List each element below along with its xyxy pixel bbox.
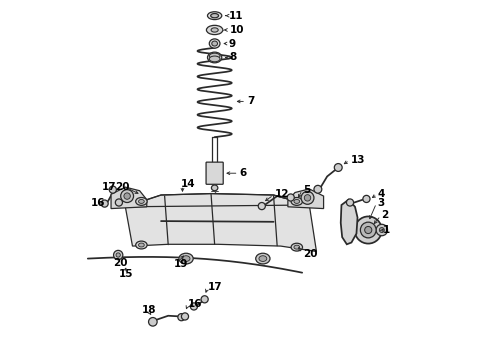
Text: 20: 20 — [115, 182, 130, 192]
Ellipse shape — [212, 41, 218, 46]
Circle shape — [121, 190, 134, 203]
Ellipse shape — [211, 28, 218, 32]
Circle shape — [181, 313, 189, 320]
Ellipse shape — [207, 12, 222, 19]
Circle shape — [114, 250, 123, 260]
Text: 13: 13 — [350, 155, 365, 165]
Text: 17: 17 — [208, 282, 223, 292]
Circle shape — [178, 314, 185, 321]
Text: 12: 12 — [275, 189, 289, 199]
Ellipse shape — [207, 52, 222, 63]
Text: 4: 4 — [378, 189, 385, 199]
Circle shape — [334, 163, 342, 171]
Circle shape — [365, 226, 372, 234]
Text: 16: 16 — [188, 299, 202, 309]
Circle shape — [363, 195, 370, 203]
Ellipse shape — [256, 253, 270, 264]
Circle shape — [304, 195, 311, 201]
Text: 18: 18 — [142, 305, 157, 315]
Ellipse shape — [291, 243, 302, 251]
Text: 11: 11 — [229, 11, 244, 21]
Ellipse shape — [139, 243, 144, 247]
FancyBboxPatch shape — [206, 162, 223, 184]
Circle shape — [109, 186, 117, 193]
Circle shape — [376, 224, 388, 236]
Circle shape — [346, 199, 354, 206]
Text: 5: 5 — [303, 185, 310, 195]
Circle shape — [258, 203, 266, 210]
Circle shape — [360, 222, 376, 238]
Circle shape — [116, 253, 121, 257]
Text: 10: 10 — [230, 25, 244, 35]
Circle shape — [101, 200, 108, 207]
Text: 19: 19 — [173, 259, 188, 269]
Ellipse shape — [291, 198, 302, 205]
Text: 2: 2 — [381, 210, 389, 220]
Ellipse shape — [294, 199, 300, 203]
Text: 20: 20 — [113, 258, 127, 268]
Ellipse shape — [206, 25, 223, 35]
Ellipse shape — [259, 256, 267, 261]
Text: 16: 16 — [90, 198, 105, 208]
Circle shape — [115, 199, 122, 206]
Ellipse shape — [179, 253, 193, 264]
Polygon shape — [111, 187, 147, 208]
Text: 8: 8 — [229, 53, 236, 63]
Circle shape — [314, 185, 322, 193]
Ellipse shape — [209, 53, 220, 59]
Circle shape — [148, 318, 157, 326]
Circle shape — [190, 303, 197, 310]
Ellipse shape — [136, 198, 147, 205]
Ellipse shape — [182, 256, 190, 261]
Ellipse shape — [209, 56, 220, 62]
Text: 1: 1 — [383, 225, 391, 235]
Polygon shape — [125, 194, 317, 251]
Polygon shape — [341, 200, 358, 244]
Text: 3: 3 — [377, 198, 385, 208]
Circle shape — [379, 228, 384, 233]
Text: 6: 6 — [240, 168, 247, 178]
Text: 15: 15 — [119, 269, 134, 279]
Ellipse shape — [136, 241, 147, 249]
Text: 17: 17 — [102, 182, 117, 192]
Circle shape — [301, 192, 314, 204]
Text: 20: 20 — [303, 249, 318, 258]
Circle shape — [124, 193, 130, 199]
Ellipse shape — [211, 14, 219, 18]
Text: 14: 14 — [181, 179, 196, 189]
Circle shape — [355, 216, 382, 244]
Circle shape — [201, 296, 208, 303]
Circle shape — [287, 194, 294, 201]
Polygon shape — [288, 189, 323, 208]
Ellipse shape — [209, 39, 220, 48]
Ellipse shape — [139, 199, 144, 203]
Text: 7: 7 — [247, 96, 254, 107]
Ellipse shape — [294, 245, 300, 249]
Ellipse shape — [211, 185, 218, 191]
Text: 9: 9 — [229, 39, 236, 49]
